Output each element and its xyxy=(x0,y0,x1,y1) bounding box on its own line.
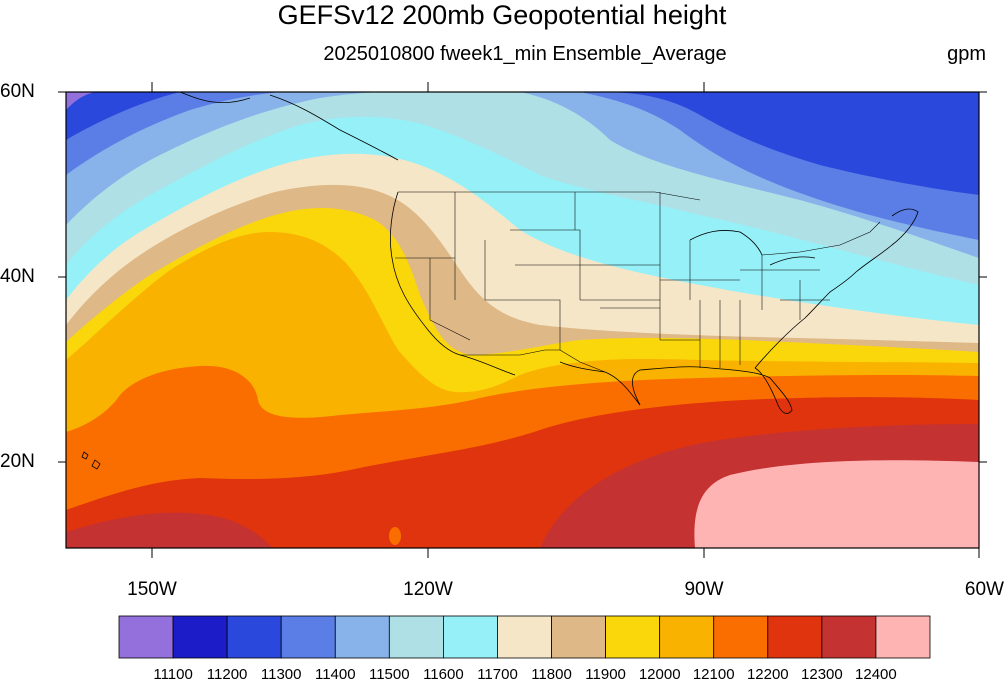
axis-ticks xyxy=(58,82,987,558)
colorbar-swatch xyxy=(118,615,174,659)
colorbar-swatch xyxy=(659,615,715,659)
state-lines xyxy=(395,192,830,368)
contour-field xyxy=(66,92,979,548)
colorbar-level-label: 11200 xyxy=(206,666,248,683)
colorbar-swatch xyxy=(551,615,607,659)
map-subtitle: 2025010800 fweek1_min Ensemble_Average xyxy=(323,43,727,65)
band-12200-spot xyxy=(389,527,401,545)
colorbar-level-label: 11400 xyxy=(314,666,356,683)
colorbar-level-label: 12100 xyxy=(692,666,735,683)
colorbar-swatch xyxy=(875,615,931,659)
colorbar xyxy=(118,615,931,659)
colorbar-swatch xyxy=(226,615,282,659)
band-11200 xyxy=(66,92,979,195)
colorbar-level-label: 12300 xyxy=(801,666,843,683)
colorbar-swatch xyxy=(172,615,228,659)
lat-label-60n: 60N xyxy=(0,81,35,102)
lat-label-20n: 20N xyxy=(0,451,35,472)
lon-label-120w: 120W xyxy=(403,579,453,600)
us-canada-border xyxy=(398,191,881,256)
colorbar-swatch xyxy=(388,615,444,659)
colorbar-swatch xyxy=(442,615,498,659)
colorbar-swatch xyxy=(280,615,336,659)
colorbar-swatch xyxy=(821,615,877,659)
colorbar-level-label: 11300 xyxy=(260,666,302,683)
state-borders xyxy=(395,191,881,373)
map-title: GEFSv12 200mb Geopotential height xyxy=(277,0,727,30)
colorbar-level-label: 11100 xyxy=(153,666,193,683)
colorbar-swatch xyxy=(605,615,661,659)
colorbar-level-label: 11700 xyxy=(477,666,518,683)
west-coast xyxy=(390,191,461,356)
great-lakes xyxy=(689,230,816,266)
lat-label-40n: 40N xyxy=(0,266,35,287)
colorbar-level-label: 12200 xyxy=(746,666,789,683)
colorbar-level-label: 11600 xyxy=(423,666,464,683)
colorbar-level-label: 12400 xyxy=(855,666,897,683)
colorbar-swatch xyxy=(497,615,552,659)
alaska-coast xyxy=(179,92,399,161)
colorbar-level-label: 12000 xyxy=(638,666,681,683)
lon-label-150w: 150W xyxy=(127,579,177,600)
colorbar-level-label: 11900 xyxy=(585,666,626,683)
hawaii xyxy=(81,451,101,470)
lon-label-60w: 60W xyxy=(964,579,1004,600)
us-mexico-border xyxy=(460,349,606,373)
colorbar-swatch xyxy=(767,615,823,659)
colorbar-swatch xyxy=(713,615,769,659)
coastlines xyxy=(81,92,919,470)
east-coast xyxy=(754,208,919,369)
band-11100 xyxy=(66,92,95,110)
colorbar-level-label: 11500 xyxy=(368,666,410,683)
lon-label-90w: 90W xyxy=(684,579,724,600)
map-frame xyxy=(65,91,980,549)
gulf-coast xyxy=(632,366,793,414)
colorbar-level-label: 11800 xyxy=(531,666,572,683)
units-label: gpm xyxy=(947,43,986,65)
colorbar-swatch xyxy=(334,615,390,659)
